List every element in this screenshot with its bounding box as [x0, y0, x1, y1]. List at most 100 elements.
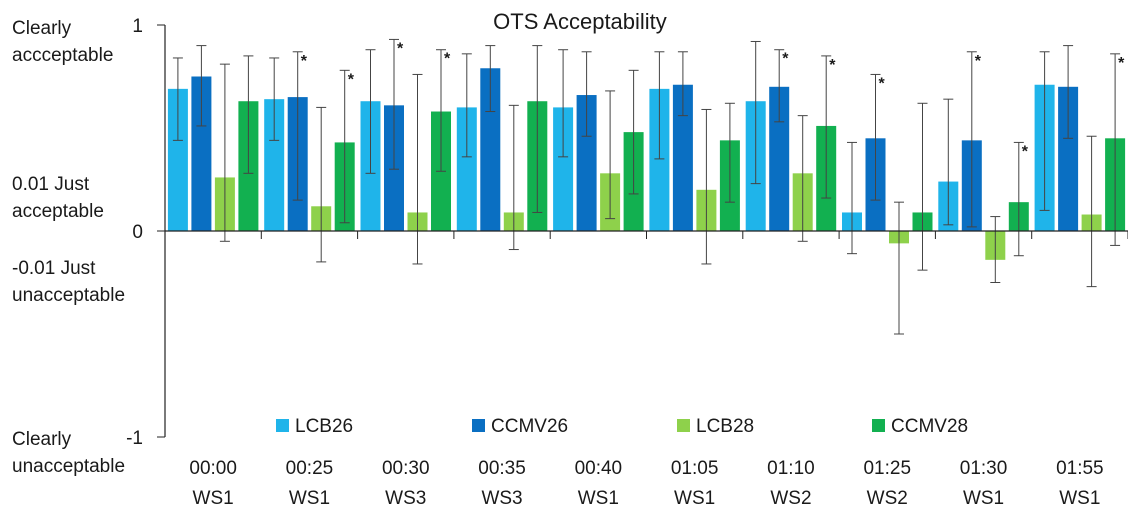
legend-swatch-lcb26 — [276, 419, 289, 432]
legend-label-ccmv28: CCMV28 — [891, 416, 968, 437]
y-annotation-2-line-0: -0.01 Just — [12, 258, 96, 279]
significance-marker-ccmv28-1: * — [348, 71, 355, 88]
significance-marker-ccmv26-6: * — [782, 51, 789, 68]
error-bar-ccmv26-7 — [870, 73, 881, 201]
y-annotation-0-line-1: accceptable — [12, 45, 113, 66]
error-bar-ccmv28-0 — [243, 55, 254, 174]
significance-marker-ccmv28-8: * — [1022, 143, 1029, 160]
significance-marker-ccmv26-8: * — [975, 53, 982, 70]
error-bar-lcb28-2 — [412, 73, 423, 265]
x-tick-label-ws-0: WS1 — [193, 488, 234, 509]
x-tick-label-time-8: 01:30 — [960, 458, 1008, 479]
bar-lcb26-5 — [649, 88, 670, 231]
error-bar-ccmv26-1 — [292, 51, 303, 201]
error-bar-lcb28-9 — [1086, 135, 1097, 288]
chart-title: OTS Acceptability — [493, 9, 667, 34]
error-bar-ccmv28-8 — [1013, 141, 1024, 257]
bar-ccmv26-0 — [191, 76, 212, 231]
x-tick-label-time-3: 00:35 — [478, 458, 526, 479]
x-tick-label-ws-1: WS1 — [289, 488, 330, 509]
bar-lcb26-4 — [553, 107, 574, 231]
significance-marker-ccmv26-7: * — [879, 75, 886, 92]
error-bar-lcb26-5 — [654, 51, 665, 160]
error-bar-lcb28-5 — [701, 108, 712, 265]
error-bar-lcb28-4 — [605, 90, 616, 220]
axes-layer: 1 0 -1 — [126, 16, 1128, 449]
error-bar-lcb26-8 — [943, 98, 954, 226]
error-bar-lcb26-2 — [365, 49, 376, 174]
x-tick-label-time-0: 00:00 — [189, 458, 237, 479]
bar-ccmv26-5 — [672, 84, 693, 232]
significance-marker-ccmv28-9: * — [1118, 55, 1125, 72]
x-tick-label-ws-7: WS2 — [867, 488, 908, 509]
bar-ccmv26-9 — [1058, 86, 1079, 231]
error-bar-lcb28-0 — [219, 63, 230, 242]
legend-label-ccmv26: CCMV26 — [491, 416, 568, 437]
error-bar-lcb26-3 — [461, 53, 472, 158]
x-tick-label-ws-6: WS2 — [770, 488, 811, 509]
error-bar-lcb26-7 — [847, 141, 857, 255]
bar-lcb26-0 — [167, 88, 188, 231]
x-tick-label-time-5: 01:05 — [671, 458, 719, 479]
x-tick-label-ws-4: WS1 — [578, 488, 619, 509]
error-bar-lcb28-8 — [990, 216, 1001, 283]
x-tick-label-ws-8: WS1 — [963, 488, 1004, 509]
y-annotation-2-line-1: unacceptable — [12, 285, 125, 306]
significance-marker-ccmv26-1: * — [301, 53, 308, 70]
error-bar-ccmv26-8 — [966, 51, 977, 228]
error-bar-ccmv28-4 — [628, 69, 639, 195]
bar-ccmv26-6 — [769, 86, 790, 231]
y-tick-label-2: -1 — [126, 428, 143, 449]
error-bar-lcb28-1 — [316, 106, 327, 263]
x-tick-label-time-4: 00:40 — [575, 458, 623, 479]
legend: LCB26 CCMV26 LCB28 CCMV28 — [276, 416, 968, 437]
y-tick-label-0: 1 — [132, 16, 143, 37]
error-bar-ccmv28-7 — [917, 102, 928, 271]
error-bar-ccmv28-3 — [532, 45, 543, 213]
x-tick-labels-layer: 00:00 WS1 00:25 WS1 00:30 WS3 00:35 WS3 00:40 WS1… — [189, 458, 1103, 509]
y-annotation-3-line-1: unacceptable — [12, 456, 125, 477]
x-tick-label-ws-9: WS1 — [1059, 488, 1100, 509]
error-bar-lcb26-1 — [269, 57, 280, 141]
x-tick-label-time-2: 00:30 — [382, 458, 430, 479]
y-annotation-1-line-0: 0.01 Just — [12, 174, 90, 195]
error-bar-lcb26-0 — [172, 57, 183, 141]
x-tick-label-time-1: 00:25 — [286, 458, 334, 479]
legend-label-lcb26: LCB26 — [295, 416, 353, 437]
significance-marker-ccmv26-2: * — [397, 40, 404, 57]
legend-label-lcb28: LCB28 — [696, 416, 754, 437]
legend-swatch-ccmv28 — [872, 419, 885, 432]
error-bar-ccmv28-2 — [436, 49, 446, 172]
error-bar-ccmv26-6 — [774, 49, 785, 123]
error-bar-lcb28-3 — [508, 104, 519, 251]
error-bar-ccmv26-5 — [677, 51, 688, 117]
error-bar-ccmv26-3 — [485, 45, 496, 113]
error-bar-ccmv26-0 — [196, 45, 207, 127]
bar-lcb26-3 — [456, 107, 477, 231]
significance-markers-layer: * * * * * * * * * * — [301, 40, 1125, 160]
y-annotations-layer: Clearly accceptable 0.01 Just acceptable -0.… — [12, 18, 125, 477]
x-tick-label-ws-2: WS3 — [385, 488, 426, 509]
significance-marker-ccmv28-2: * — [444, 51, 451, 68]
y-tick-label-1: 0 — [132, 222, 143, 243]
error-bar-lcb28-7 — [894, 201, 904, 335]
error-bar-lcb26-9 — [1039, 51, 1050, 211]
x-tick-label-ws-3: WS3 — [481, 488, 522, 509]
y-annotation-3-line-0: Clearly — [12, 429, 72, 450]
error-bar-lcb26-4 — [558, 49, 569, 158]
x-tick-label-ws-5: WS1 — [674, 488, 715, 509]
x-tick-label-time-7: 01:25 — [863, 458, 911, 479]
x-tick-label-time-6: 01:10 — [767, 458, 815, 479]
error-bars-layer — [172, 38, 1121, 335]
significance-marker-ccmv28-6: * — [829, 57, 836, 74]
error-bar-ccmv26-2 — [389, 38, 399, 170]
bar-ccmv26-3 — [480, 68, 501, 231]
error-bar-lcb26-6 — [750, 40, 761, 185]
y-annotation-1-line-1: acceptable — [12, 201, 104, 222]
legend-swatch-lcb28 — [677, 419, 690, 432]
error-bar-lcb28-6 — [797, 115, 808, 242]
error-bar-ccmv26-9 — [1063, 45, 1074, 139]
error-bar-ccmv28-1 — [339, 69, 350, 224]
x-tick-label-time-9: 01:55 — [1056, 458, 1104, 479]
